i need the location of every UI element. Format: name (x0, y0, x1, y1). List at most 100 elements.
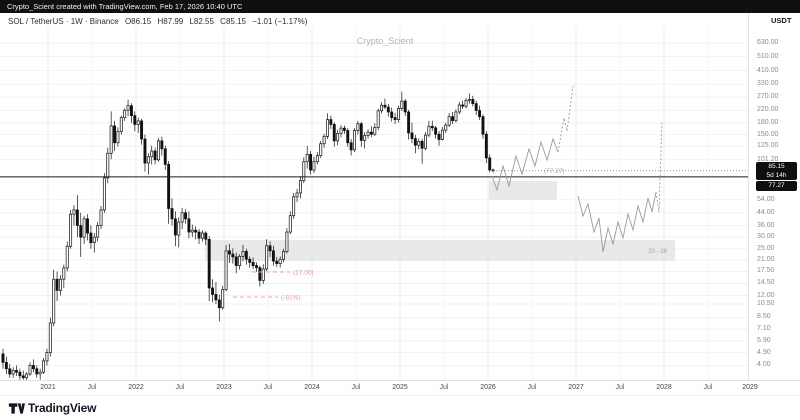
last-price-value: 85.15 (768, 163, 785, 170)
candle-body (474, 103, 478, 111)
candle-body (461, 104, 465, 107)
candle-body (383, 104, 387, 108)
candle-body (8, 368, 12, 375)
candle-body (119, 117, 123, 132)
candle-body (42, 360, 46, 373)
candle-body (238, 255, 242, 266)
candle-body (200, 232, 204, 239)
candle-body (244, 251, 248, 260)
candle-body (420, 140, 424, 149)
ohlc-open: O86.15 (124, 17, 152, 26)
candle-body (224, 250, 228, 290)
candle-body (86, 218, 89, 234)
time-axis-label: 2027 (568, 384, 584, 391)
symbol-legend: SOL / TetherUS · 1W · Binance O86.15 H87… (8, 17, 311, 26)
candle-body (349, 142, 353, 151)
candle-body (99, 209, 103, 226)
candle-body (187, 218, 191, 233)
time-axis-label: Jul (175, 384, 185, 391)
price-axis[interactable]: USDT 630.00 510.00 410.00 330.00 270.00 220.0… (748, 13, 800, 380)
candle-body (278, 258, 282, 264)
candle-body (82, 218, 86, 238)
candle-body (221, 289, 225, 309)
candle-body (35, 368, 39, 375)
candle-body (89, 232, 93, 244)
price-axis-label: 630.00 (757, 39, 779, 47)
candle-body (285, 231, 289, 252)
candle-body (447, 116, 451, 126)
price-axis-label: 4.90 (757, 348, 771, 356)
candle-body (133, 115, 137, 125)
candle-body (96, 225, 100, 238)
candle-body (356, 123, 360, 131)
price-axis-label: 125.00 (757, 142, 779, 150)
candle-body (157, 140, 160, 161)
candle-body (11, 370, 15, 375)
candle-body (403, 100, 407, 113)
candle-body (444, 124, 448, 131)
candle-body (163, 148, 167, 165)
price-axis-label: 330.00 (757, 80, 779, 88)
horizontal-line-badge: 77.27 (756, 181, 797, 191)
ohlc-close: C85.15 (220, 17, 246, 26)
candle-body (45, 352, 49, 362)
candle-body (140, 120, 144, 140)
candle-body (1, 353, 5, 363)
candle-body (417, 140, 421, 146)
candle-body (251, 261, 255, 266)
candle-body (153, 150, 157, 161)
candle-body (346, 130, 350, 144)
candle-body (393, 117, 397, 120)
candle-body (69, 213, 73, 247)
candle-body (369, 131, 373, 135)
candle-body (55, 278, 59, 291)
candle-body (150, 150, 154, 158)
candle-body (194, 229, 198, 233)
price-axis-label: 410.00 (757, 66, 779, 74)
tradingview-logo-icon[interactable] (8, 400, 25, 417)
candle-body (126, 105, 130, 111)
zone-box (489, 181, 557, 200)
price-axis-label: 21.00 (757, 255, 775, 263)
candle-body (407, 111, 411, 134)
price-axis-label: 510.00 (757, 52, 779, 60)
candle-body (106, 152, 110, 179)
candle-body (228, 250, 231, 255)
candle-body (457, 104, 461, 113)
time-axis-label: 2029 (742, 384, 758, 391)
candle-body (329, 119, 333, 125)
time-axis[interactable]: 2021 Jul 2022 Jul 2023 Jul 2024 Jul 2025 Jul 2026 J… (0, 380, 800, 396)
candle-body (322, 135, 326, 145)
projection-path (655, 119, 663, 213)
candle-body (275, 260, 279, 264)
watermark: Crypto_Scient (356, 36, 414, 46)
candle-body (359, 123, 363, 141)
price-axis-label: 5.90 (757, 336, 771, 344)
price-axis-label: 54.00 (757, 195, 775, 203)
candle-body (109, 125, 113, 154)
red-annotation-label: (-81%) (281, 295, 301, 302)
zone-box (205, 240, 675, 261)
brand-name[interactable]: TradingView (28, 401, 97, 415)
candle-body (319, 143, 323, 156)
time-axis-label: 2025 (392, 384, 408, 391)
candle-body (397, 108, 400, 120)
candle-body (92, 236, 96, 244)
price-axis-label: 36.00 (757, 221, 775, 229)
candle-body (65, 245, 69, 269)
candle-body (339, 127, 343, 134)
candle-body (386, 106, 390, 113)
candle-body (488, 157, 492, 171)
ohlc-change: −1.01 (−1.17%) (252, 17, 308, 26)
projection-path (577, 191, 657, 253)
candle-body (62, 267, 66, 280)
candle-body (214, 294, 218, 301)
price-axis-label: 17.50 (757, 267, 775, 275)
candle-body (241, 251, 245, 257)
projection-path (491, 137, 559, 192)
time-axis-label: Jul (703, 384, 713, 391)
candle-body (265, 245, 269, 270)
price-chart[interactable]: 20 - 28 (77.27) (17.00) (-81%) (0, 0, 748, 394)
candle-body (312, 161, 316, 171)
candle-body (467, 98, 471, 101)
